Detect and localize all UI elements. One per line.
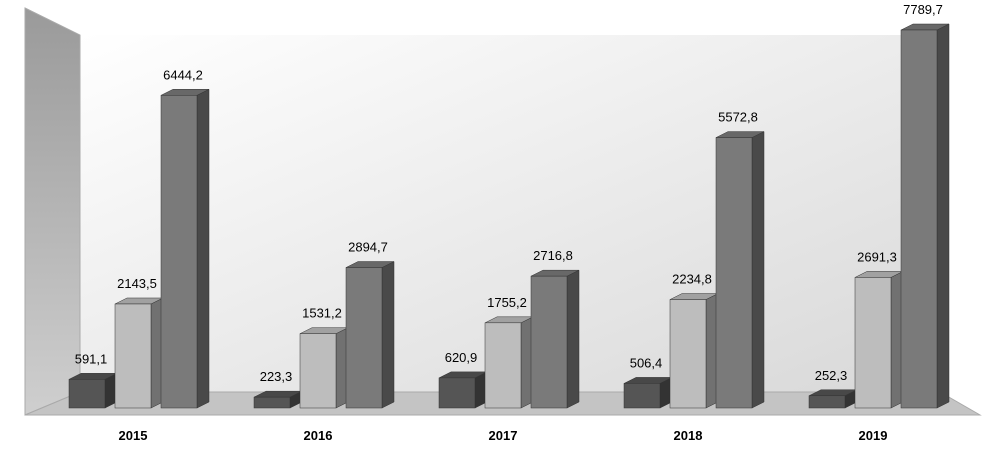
bar [484, 322, 522, 409]
bar [68, 379, 106, 409]
bar [715, 137, 753, 409]
bar [299, 333, 337, 409]
x-tick-label: 2016 [304, 428, 333, 443]
data-label: 7789,7 [903, 2, 943, 17]
bar [438, 377, 476, 409]
data-label: 2691,3 [857, 249, 897, 264]
bar [900, 29, 938, 409]
bar-side [751, 131, 765, 409]
side-wall [24, 7, 81, 416]
data-label: 2716,8 [533, 248, 573, 263]
bar [160, 95, 198, 409]
data-label: 2234,8 [672, 272, 712, 287]
data-label: 5572,8 [718, 110, 758, 125]
bar [808, 395, 846, 409]
bar [114, 303, 152, 409]
data-label: 620,9 [445, 350, 478, 365]
bar [345, 267, 383, 409]
data-label: 2143,5 [117, 276, 157, 291]
bar-side [196, 88, 210, 409]
data-label: 252,3 [815, 368, 848, 383]
bar [253, 396, 291, 409]
bar-side [566, 269, 580, 409]
data-label: 2894,7 [348, 240, 388, 255]
x-tick-label: 2019 [859, 428, 888, 443]
bar-side [381, 261, 395, 409]
x-tick-label: 2015 [119, 428, 148, 443]
x-tick-label: 2018 [674, 428, 703, 443]
bar [854, 277, 892, 409]
data-label: 6444,2 [163, 67, 203, 82]
data-label: 591,1 [75, 351, 108, 366]
bar [669, 299, 707, 409]
data-label: 1531,2 [302, 306, 342, 321]
data-label: 223,3 [260, 369, 293, 384]
plot: 2015 591,1 2143,5 6444,2 2016 223,3 1531,2 2894… [68, 2, 950, 443]
bar-side [936, 23, 950, 409]
x-tick-label: 2017 [489, 428, 518, 443]
bar [530, 275, 568, 409]
bar [623, 383, 661, 409]
data-label: 1755,2 [487, 295, 527, 310]
data-label: 506,4 [630, 355, 663, 370]
